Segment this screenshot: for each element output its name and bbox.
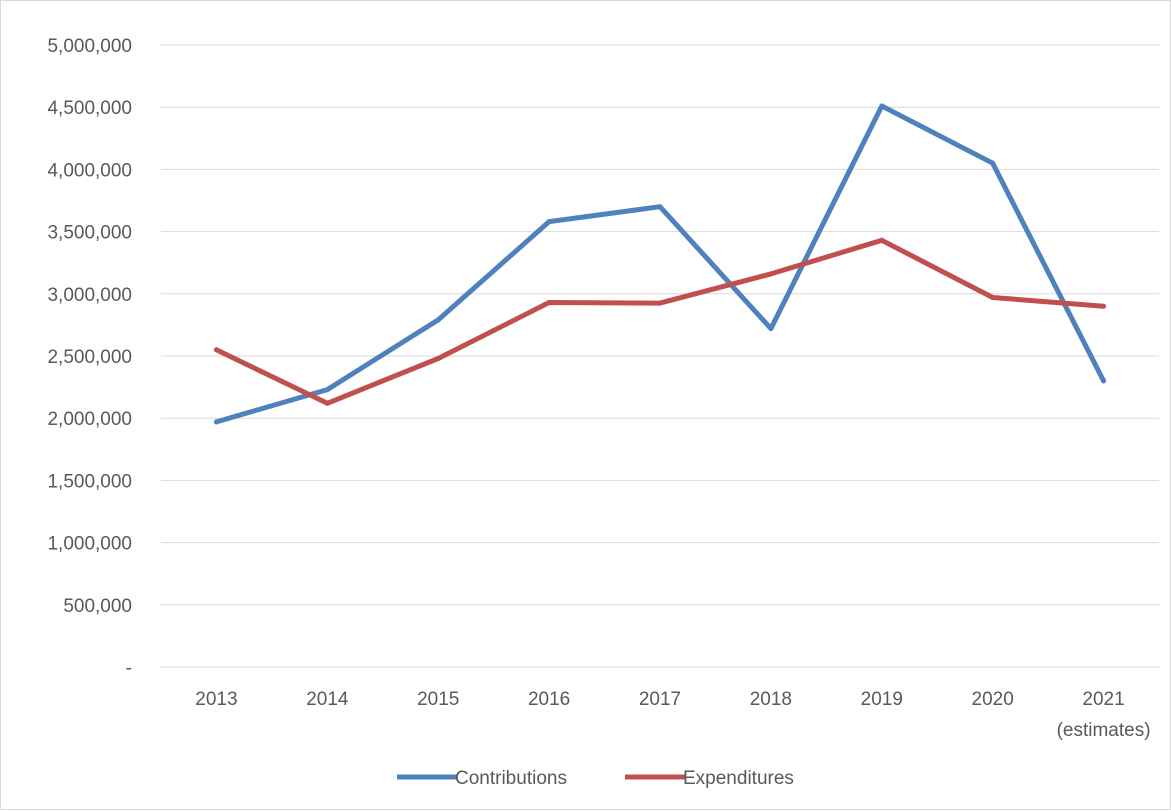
x-tick-label: 2018	[750, 689, 792, 710]
data-point-contributions	[768, 326, 774, 332]
x-tick-label: 2014	[306, 689, 349, 710]
x-tick-label: 2021	[1082, 689, 1124, 710]
data-point-expenditures	[990, 295, 996, 301]
data-point-expenditures	[546, 300, 552, 306]
data-point-expenditures	[435, 355, 441, 361]
data-point-contributions	[435, 317, 441, 323]
x-tick-label: 2016	[528, 689, 570, 710]
x-tick-sublabel: (estimates)	[1057, 720, 1151, 741]
x-tick-label: 2015	[417, 689, 459, 710]
data-point-contributions	[213, 419, 219, 425]
y-tick-label: 4,000,000	[47, 160, 132, 181]
data-point-contributions	[879, 103, 885, 109]
y-tick-label: 3,000,000	[47, 285, 132, 306]
y-tick-label: 1,000,000	[47, 534, 132, 555]
data-point-expenditures	[657, 300, 663, 306]
y-tick-label: 1,500,000	[47, 471, 132, 492]
series-lines	[213, 103, 1107, 425]
legend: Contributions Expenditures	[397, 768, 794, 789]
y-tick-label: 3,500,000	[47, 223, 132, 244]
y-tick-label: 2,000,000	[47, 409, 132, 430]
y-tick-label: -	[126, 658, 132, 679]
y-axis-tick-labels: - 500,000 1,000,000 1,500,000 2,000,000 2,500…	[47, 36, 132, 679]
data-point-expenditures	[768, 271, 774, 277]
y-tick-label: 500,000	[63, 596, 132, 617]
x-tick-label: 2019	[861, 689, 903, 710]
y-tick-label: 5,000,000	[47, 36, 132, 57]
data-point-expenditures	[879, 237, 885, 243]
y-tick-label: 2,500,000	[47, 347, 132, 368]
data-point-expenditures	[1101, 303, 1107, 309]
data-point-contributions	[657, 204, 663, 210]
data-point-contributions	[324, 387, 330, 393]
data-point-expenditures	[324, 400, 330, 406]
x-tick-label: 2013	[195, 689, 237, 710]
series-line-contributions	[213, 103, 1107, 425]
x-tick-label: 2017	[639, 689, 681, 710]
data-point-expenditures	[213, 347, 219, 353]
y-tick-label: 4,500,000	[47, 98, 132, 119]
data-point-contributions	[546, 219, 552, 225]
x-tick-label: 2020	[972, 689, 1014, 710]
gridlines	[161, 44, 1159, 668]
legend-label-expenditures: Expenditures	[683, 768, 794, 789]
legend-label-contributions: Contributions	[455, 768, 567, 789]
data-point-contributions	[990, 160, 996, 166]
x-axis-tick-labels: 2013 2014 2015 2016 2017 2018 2019 2020 2021 (est…	[195, 689, 1150, 741]
series-line-expenditures	[213, 237, 1107, 406]
data-point-contributions	[1101, 378, 1107, 384]
